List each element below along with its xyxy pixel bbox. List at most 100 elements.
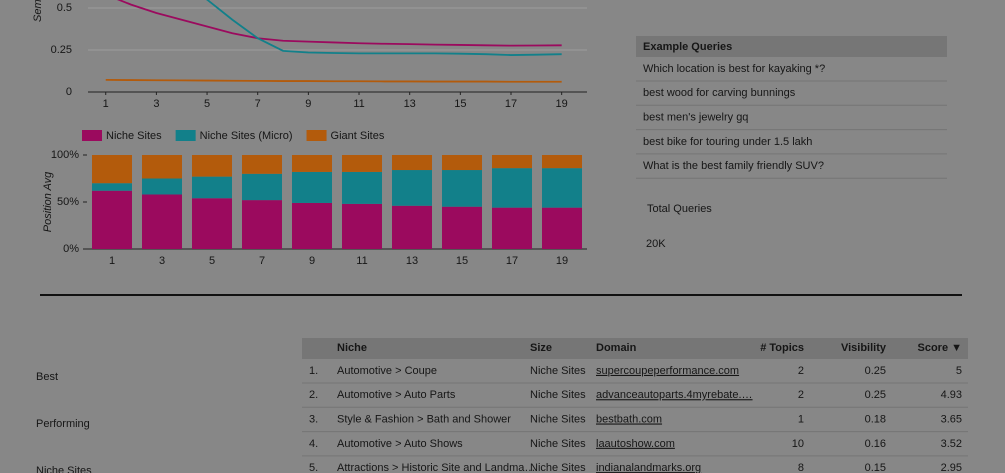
y-axis-label: Position Avg bbox=[42, 171, 54, 232]
domain-link[interactable]: indianalandmarks.org bbox=[596, 462, 701, 473]
domain-link[interactable]: advanceautoparts.4myrebate.… bbox=[596, 389, 753, 401]
table-cell: 0.15 bbox=[865, 462, 886, 473]
x-tick-label: 11 bbox=[353, 98, 364, 110]
bar-segment bbox=[292, 202, 332, 249]
bar-segment bbox=[342, 171, 382, 204]
bar-segment bbox=[342, 203, 382, 249]
x-tick-label: 1 bbox=[109, 255, 115, 267]
bar-segment bbox=[442, 155, 482, 171]
line-series bbox=[105, 79, 562, 83]
table-cell: 4. bbox=[309, 438, 318, 450]
y-tick-label: 50% bbox=[57, 196, 79, 208]
x-tick-label: 5 bbox=[209, 255, 215, 267]
table-cell: 3.52 bbox=[941, 438, 962, 450]
table-cell: 0.18 bbox=[865, 414, 886, 426]
line-series bbox=[206, 0, 562, 56]
legend-label: Niche Sites (Micro) bbox=[200, 130, 293, 142]
x-tick-label: 15 bbox=[456, 255, 468, 267]
domain-link[interactable]: supercoupeperformance.com bbox=[596, 365, 739, 377]
table-cell: 0.16 bbox=[865, 438, 886, 450]
x-tick-label: 17 bbox=[505, 98, 517, 110]
section-heading: Performing bbox=[36, 418, 90, 430]
y-tick-label: 100% bbox=[51, 149, 79, 161]
table-cell: 3.65 bbox=[941, 414, 962, 426]
legend-swatch bbox=[175, 130, 196, 141]
domain-link[interactable]: bestbath.com bbox=[596, 414, 662, 426]
bar-segment bbox=[492, 155, 532, 169]
query-row: best men's jewelry gq bbox=[643, 112, 748, 124]
table-cell: Niche Sites bbox=[530, 365, 586, 377]
queries-header: Example Queries bbox=[643, 41, 732, 53]
table-header-bg bbox=[302, 338, 968, 359]
legend-label: Giant Sites bbox=[331, 130, 385, 142]
table-cell: 8 bbox=[798, 462, 804, 473]
x-tick-label: 19 bbox=[556, 255, 568, 267]
query-row: Which location is best for kayaking *? bbox=[643, 63, 825, 75]
legend-swatch bbox=[306, 130, 327, 141]
x-tick-label: 9 bbox=[309, 255, 315, 267]
bar-segment bbox=[92, 190, 132, 249]
table-cell: 2.95 bbox=[941, 462, 962, 473]
column-header[interactable]: Score ▼ bbox=[917, 342, 962, 354]
table-cell: Niche Sites bbox=[530, 438, 586, 450]
y-tick-label: 0.5 bbox=[57, 2, 72, 14]
x-tick-label: 5 bbox=[204, 98, 210, 110]
bar-segment bbox=[492, 207, 532, 249]
section-heading: Niche Sites bbox=[36, 465, 92, 473]
bar-segment bbox=[92, 183, 132, 191]
bar-segment bbox=[392, 170, 432, 206]
table-cell: 10 bbox=[792, 438, 804, 450]
total-value: 20K bbox=[646, 238, 666, 250]
table-cell: Niche Sites bbox=[530, 462, 586, 473]
x-tick-label: 3 bbox=[159, 255, 165, 267]
table-cell: 0.25 bbox=[865, 389, 886, 401]
table-cell: 5. bbox=[309, 462, 318, 473]
bar-segment bbox=[242, 173, 282, 201]
domain-link[interactable]: laautoshow.com bbox=[596, 438, 675, 450]
total-label: Total Queries bbox=[647, 203, 712, 215]
column-header: # Topics bbox=[760, 342, 804, 354]
bar-segment bbox=[192, 155, 232, 177]
bar-segment bbox=[292, 171, 332, 203]
y-tick-label: 0 bbox=[66, 86, 72, 98]
line-series bbox=[116, 0, 562, 47]
column-header: Domain bbox=[596, 342, 637, 354]
x-tick-label: 9 bbox=[305, 98, 311, 110]
table-cell: 1 bbox=[798, 414, 804, 426]
y-tick-label: 0.25 bbox=[51, 44, 72, 56]
bar-segment bbox=[142, 155, 182, 179]
bar-segment bbox=[142, 194, 182, 249]
bar-segment bbox=[392, 155, 432, 171]
bar-segment bbox=[442, 206, 482, 249]
x-tick-label: 19 bbox=[556, 98, 568, 110]
table-cell: Automotive > Auto Shows bbox=[337, 438, 463, 450]
table-cell: 5 bbox=[956, 365, 962, 377]
x-tick-label: 13 bbox=[406, 255, 418, 267]
bar-segment bbox=[492, 168, 532, 208]
bar-segment bbox=[342, 155, 382, 172]
legend-label: Niche Sites bbox=[106, 130, 162, 142]
x-tick-label: 3 bbox=[153, 98, 159, 110]
bar-segment bbox=[92, 155, 132, 184]
table-cell: 2 bbox=[798, 365, 804, 377]
table-cell: Automotive > Auto Parts bbox=[337, 389, 456, 401]
table-cell: 4.93 bbox=[941, 389, 962, 401]
x-tick-label: 17 bbox=[506, 255, 518, 267]
queries-header-bg bbox=[636, 36, 947, 57]
x-tick-label: 7 bbox=[259, 255, 265, 267]
column-header: Visibility bbox=[841, 342, 887, 354]
query-row: best wood for carving bunnings bbox=[643, 87, 796, 99]
query-row: What is the best family friendly SUV? bbox=[643, 160, 824, 172]
bar-segment bbox=[192, 176, 232, 199]
table-cell: Style & Fashion > Bath and Shower bbox=[337, 414, 511, 426]
x-tick-label: 15 bbox=[454, 98, 466, 110]
column-header: Niche bbox=[337, 342, 367, 354]
column-header: Size bbox=[530, 342, 552, 354]
table-cell: 0.25 bbox=[865, 365, 886, 377]
table-cell: 2. bbox=[309, 389, 318, 401]
bar-segment bbox=[442, 170, 482, 207]
bar-segment bbox=[242, 155, 282, 174]
bar-segment bbox=[542, 155, 582, 169]
